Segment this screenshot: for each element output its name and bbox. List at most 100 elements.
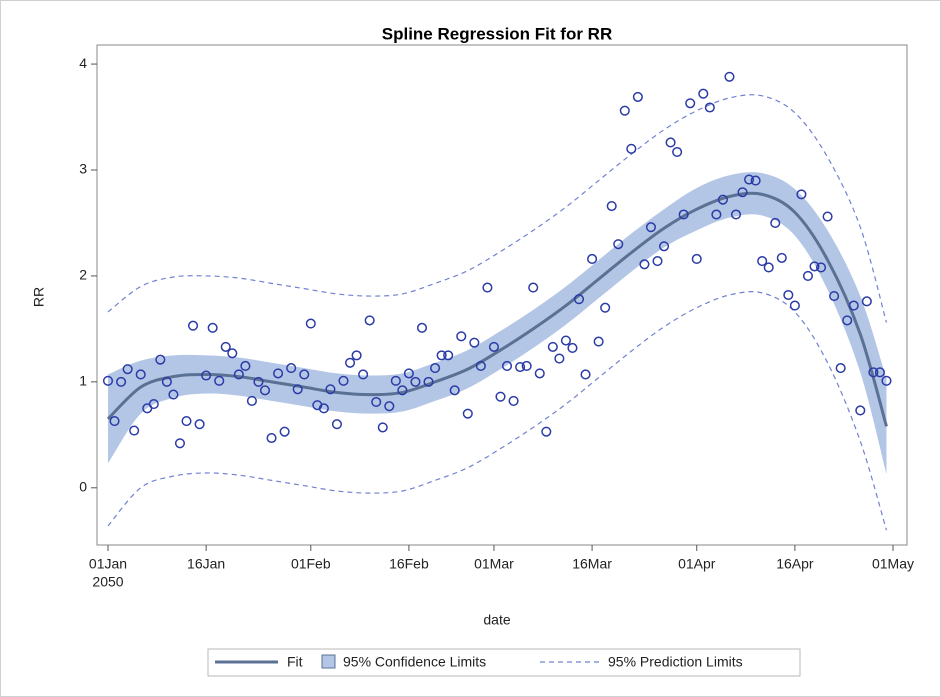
data-point	[266, 432, 277, 444]
data-point	[129, 425, 140, 436]
data-point	[717, 194, 728, 205]
data-point	[848, 300, 859, 311]
data-point	[606, 200, 617, 212]
data-point	[868, 367, 879, 378]
data-point	[259, 385, 271, 396]
data-point	[240, 360, 251, 372]
data-point	[587, 253, 598, 265]
data-point	[253, 376, 264, 387]
data-point	[672, 146, 683, 158]
data-point	[174, 438, 186, 449]
data-point	[770, 217, 781, 229]
data-point	[652, 256, 663, 267]
data-point	[443, 350, 454, 361]
data-point	[567, 342, 578, 354]
data-point	[757, 256, 768, 267]
data-point	[279, 426, 290, 437]
data-point	[645, 222, 657, 233]
chart-title: Spline Regression Fit for RR	[382, 24, 612, 43]
x-axis-label: date	[483, 612, 510, 628]
legend-label: Fit	[287, 654, 303, 670]
data-point	[331, 419, 343, 430]
y-tick-label: 2	[79, 267, 87, 283]
data-point	[403, 368, 414, 379]
data-point	[730, 209, 742, 220]
legend-label: 95% Prediction Limits	[608, 654, 743, 670]
data-point	[475, 360, 486, 372]
data-point	[691, 253, 702, 265]
data-point	[796, 189, 807, 200]
data-point	[515, 361, 526, 373]
legend-confidence-swatch	[321, 654, 336, 669]
data-point	[371, 396, 382, 408]
x-tick-label: 16Mar	[572, 556, 612, 572]
data-point	[462, 408, 473, 419]
data-point	[573, 294, 585, 305]
x-tick-year: 2050	[92, 574, 123, 590]
data-point	[554, 353, 565, 364]
data-point	[384, 401, 395, 412]
y-tick-label: 1	[79, 373, 87, 389]
data-point	[658, 241, 670, 252]
y-tick-label: 0	[79, 478, 87, 494]
data-point	[881, 375, 892, 386]
data-point	[155, 354, 166, 365]
x-tick-label: 16Jan	[187, 556, 225, 572]
data-point	[685, 98, 696, 109]
data-point	[809, 261, 820, 272]
data-point	[665, 137, 676, 148]
data-point	[802, 270, 814, 281]
data-point	[835, 363, 846, 374]
data-point	[364, 315, 375, 326]
x-tick-label: 01Apr	[678, 556, 716, 572]
data-point	[763, 262, 774, 273]
data-point	[436, 350, 447, 361]
data-point	[102, 375, 114, 386]
data-point	[521, 360, 532, 372]
data-point	[861, 296, 872, 307]
data-point	[233, 369, 244, 380]
data-point	[423, 376, 434, 387]
data-point	[116, 376, 127, 387]
data-point	[390, 375, 401, 386]
data-point	[148, 399, 159, 410]
data-point	[822, 211, 833, 222]
data-point	[299, 369, 310, 380]
data-point	[626, 143, 637, 154]
data-point	[704, 102, 715, 113]
data-point	[711, 209, 722, 220]
data-point	[776, 252, 787, 263]
data-point	[168, 389, 179, 400]
data-point	[181, 416, 192, 427]
data-point	[842, 315, 853, 326]
data-point	[639, 259, 650, 270]
data-point	[613, 239, 624, 250]
legend-label: 95% Confidence Limits	[343, 654, 486, 670]
data-point	[207, 322, 218, 333]
data-point	[829, 291, 840, 302]
data-point	[122, 364, 133, 375]
y-axis-label: RR	[31, 287, 47, 307]
data-point	[783, 289, 794, 301]
data-point	[619, 105, 630, 116]
data-point	[678, 209, 689, 220]
plot-area: 0 1 2 3 4 01Jan 16Jan 01Feb 16Feb 01Mar 16Mar 01Apr…	[79, 44, 914, 590]
data-point	[469, 337, 480, 348]
y-tick-label: 4	[79, 55, 87, 71]
data-point	[338, 375, 349, 386]
data-point	[456, 331, 467, 342]
data-point	[580, 369, 591, 380]
data-point	[318, 403, 329, 414]
data-point	[449, 385, 460, 396]
x-tick-label: 01Jan	[89, 556, 127, 572]
data-point	[109, 416, 120, 427]
data-point	[815, 262, 827, 273]
data-point	[430, 363, 441, 374]
data-point	[547, 341, 558, 352]
data-point	[358, 369, 369, 380]
data-point	[750, 175, 761, 186]
x-tick-label: 01Feb	[291, 556, 331, 572]
data-point	[286, 363, 297, 374]
